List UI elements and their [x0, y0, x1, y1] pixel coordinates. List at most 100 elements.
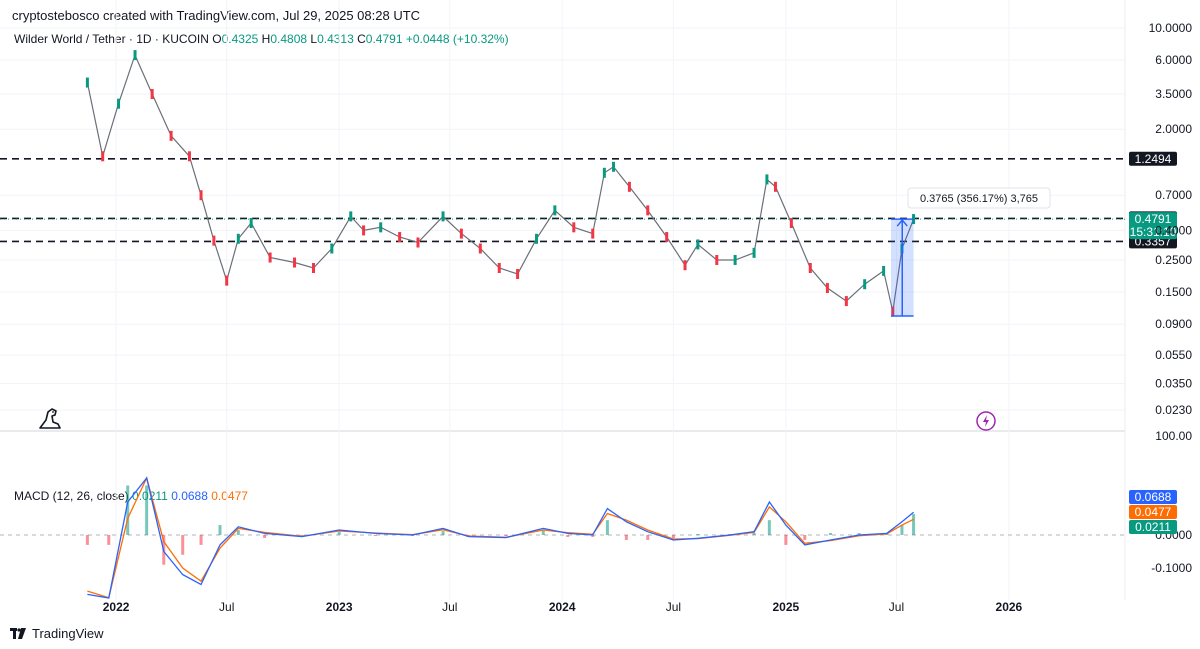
macd-value-badge-label: 0.0211: [1135, 520, 1171, 534]
price-candle: [150, 89, 154, 100]
macd-histogram-bar: [803, 535, 807, 540]
measure-label: 0.3765 (356.17%) 3,765: [920, 193, 1038, 205]
brand-label: TradingView: [32, 626, 104, 641]
price-candle: [789, 218, 793, 229]
price-candle: [683, 260, 687, 271]
time-tick-label: 2025: [772, 600, 799, 614]
grid: [0, 0, 1125, 600]
price-candle: [612, 161, 616, 172]
price-axis[interactable]: 10.0000 6.0000 3.5000 2.0000 0.7000 0.4000 0.2…: [1149, 21, 1193, 575]
price-candle: [733, 254, 737, 265]
macd-histogram-bar: [263, 535, 267, 538]
macd-signal-value: 0.0477: [211, 489, 248, 503]
time-tick-label: Jul: [442, 600, 457, 614]
measure-arrow-head: [896, 218, 908, 227]
macd-histogram-bar: [752, 533, 756, 535]
price-tick-label: 0.1500: [1155, 285, 1192, 299]
price-candle: [602, 167, 606, 178]
price-candle: [825, 283, 829, 294]
countdown-label: 15:31:10: [1130, 225, 1177, 239]
price-candle: [349, 211, 353, 222]
price-candle: [268, 252, 272, 263]
price-candle: [133, 50, 137, 61]
macd-legend: MACD (12, 26, close) 0.0211 0.0688 0.047…: [14, 489, 248, 503]
tradingview-logo-icon: [10, 628, 26, 639]
price-tick-label: 2.0000: [1155, 122, 1192, 136]
macd-histogram-bar: [236, 530, 240, 535]
macd-histogram-bar: [912, 514, 916, 535]
price-candle: [169, 130, 173, 141]
macd-histogram-bar: [337, 532, 341, 535]
price-candle: [882, 265, 886, 276]
macd-histogram-bar: [504, 535, 508, 536]
price-candle: [808, 263, 812, 274]
price-candle: [627, 181, 631, 192]
time-tick-label: Jul: [889, 600, 904, 614]
measure-tool[interactable]: 0.3765 (356.17%) 3,765: [890, 187, 1051, 317]
macd-histogram-bar: [541, 530, 545, 535]
price-candle: [249, 218, 253, 229]
macd-histogram-bar: [671, 535, 675, 538]
macd-signal-line: [87, 476, 914, 599]
macd-histogram-bar: [624, 535, 628, 540]
price-candle: [696, 239, 700, 250]
macd-line-value: 0.0688: [171, 489, 208, 503]
close-label: C: [357, 32, 366, 46]
price-candle: [187, 151, 191, 162]
time-tick-label: Jul: [219, 600, 234, 614]
macd-hist-value: 0.0211: [132, 489, 168, 503]
macd-histogram-bar: [696, 534, 700, 536]
price-candle: [572, 222, 576, 233]
price-candle: [773, 181, 777, 192]
macd-histogram-bar: [605, 520, 609, 535]
price-candle: [553, 205, 557, 216]
price-candle: [646, 205, 650, 216]
price-candle: [225, 275, 229, 286]
price-candle: [516, 268, 520, 279]
price-tick-label: 0.2500: [1155, 253, 1192, 267]
macd-histogram-bar: [300, 535, 304, 536]
macd-histogram-bar: [373, 535, 377, 536]
macd-histogram-bar: [900, 525, 904, 535]
price-tick-label: 0.0350: [1155, 377, 1192, 391]
price-candle: [212, 235, 216, 246]
low-value: 0.4313: [317, 32, 354, 46]
macd-tick-label: 100.00: [1155, 429, 1192, 443]
macd-histogram-bar: [181, 535, 185, 555]
dino-icon: [36, 406, 64, 437]
price-candle: [362, 225, 366, 236]
macd-value-badge-label: 0.0688: [1135, 490, 1172, 504]
last-price-label: 0.4791: [1135, 212, 1172, 226]
macd-value-badge-label: 0.0477: [1135, 505, 1172, 519]
open-label: O: [212, 32, 222, 46]
time-axis[interactable]: 2022 Jul 2023 Jul 2024 Jul 2025 Jul 2026: [103, 600, 1023, 614]
macd-histogram-bar: [441, 531, 445, 535]
time-tick-label: 2023: [326, 600, 353, 614]
macd-histogram-bar: [145, 485, 149, 535]
time-tick-label: 2022: [103, 600, 130, 614]
macd-line: [87, 476, 915, 599]
price-candle: [117, 98, 121, 109]
macd-histogram-bar: [784, 535, 788, 545]
price-candle: [379, 222, 383, 233]
price-candle: [330, 243, 334, 254]
high-value: 0.4808: [270, 32, 308, 46]
price-candle: [765, 174, 769, 185]
price-tick-label: 0.0550: [1155, 348, 1192, 362]
bolt-icon[interactable]: [975, 410, 997, 437]
price-candle: [311, 263, 315, 274]
high-label: H: [261, 32, 271, 46]
symbol-title: Wilder World / Tether · 1D · KUCOIN: [14, 32, 209, 46]
level-badge-label: 1.2494: [1135, 152, 1172, 166]
price-candle: [591, 228, 595, 239]
macd-value-badge: [1129, 505, 1177, 519]
macd-histogram-bar: [218, 525, 222, 535]
price-tick-label: 0.7000: [1155, 188, 1192, 202]
price-tick-label: 0.0230: [1155, 403, 1192, 417]
price-candle: [665, 232, 669, 243]
macd-histogram-bar: [591, 535, 595, 537]
price-candle: [236, 233, 240, 244]
